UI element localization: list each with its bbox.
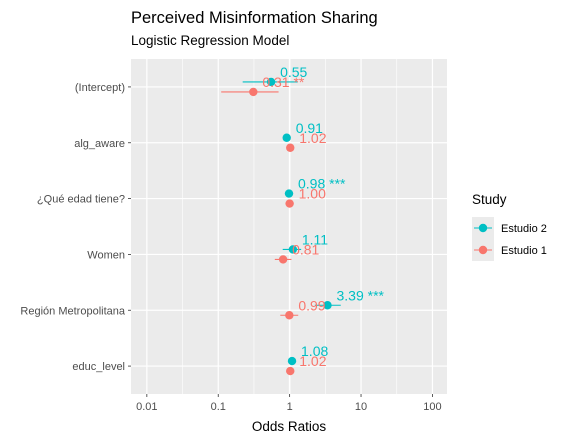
data-point [323,301,332,310]
data-point [286,366,295,376]
y-tick-label: Región Metropolitana [20,305,125,317]
x-axis-ticks: 0.01 0.1 1 10 100 [136,394,442,413]
x-tick-label: 0.01 [136,401,157,413]
value-label: 0.55 [280,64,307,80]
legend-key-point [478,245,488,255]
y-tick-label: alg_aware [74,138,125,150]
x-tick-label: 1 [287,401,293,413]
value-label: 1.00 [299,186,326,202]
data-point [282,133,291,142]
x-axis-title: Odds Ratios [252,419,327,434]
data-point [284,189,294,198]
x-tick-label: 10 [355,401,367,413]
data-point [278,255,288,264]
value-label: 1.02 [299,130,326,146]
legend-label: Estudio 2 [501,223,547,235]
x-tick-label: 0.1 [211,401,226,413]
legend-key-point [478,223,488,233]
value-label: 1.11 [302,231,328,247]
data-point [266,77,276,87]
value-label: 0.31 ** [262,74,305,90]
value-label: 0.91 [296,120,323,136]
legend: Study Estudio 2 Estudio 1 [472,192,547,261]
chart-title: Perceived Misinformation Sharing [131,9,378,27]
value-label: 0.99 [298,297,325,313]
value-label: 3.39 *** [336,287,384,303]
data-points [249,77,332,376]
y-tick-label: (Intercept) [75,82,125,94]
legend-title: Study [472,192,507,207]
data-point [249,87,258,97]
value-label: 1.02 [299,353,326,369]
data-point [286,143,295,152]
y-tick-label: educ_level [72,361,125,373]
x-tick-label: 100 [423,401,441,413]
data-point [288,245,298,254]
y-tick-label: Women [87,249,125,261]
value-label: 0.81 [292,241,319,257]
grid-minor [182,59,398,394]
data-point [285,199,294,208]
y-tick-label: ¿Qué edad tiene? [37,194,125,206]
y-axis-ticks: (Intercept) alg_aware ¿Qué edad tiene? Wome… [20,82,131,373]
value-labels: 0.31 ** 1.02 1.00 0.81 0.99 1.02 0.55 0.91 0.98 … [262,64,384,369]
data-point [287,356,297,366]
value-label: 0.98 *** [298,176,346,192]
value-label: 1.08 [301,343,328,359]
legend-label: Estudio 1 [501,245,547,257]
data-point [285,311,294,320]
chart-subtitle: Logistic Regression Model [131,33,289,48]
